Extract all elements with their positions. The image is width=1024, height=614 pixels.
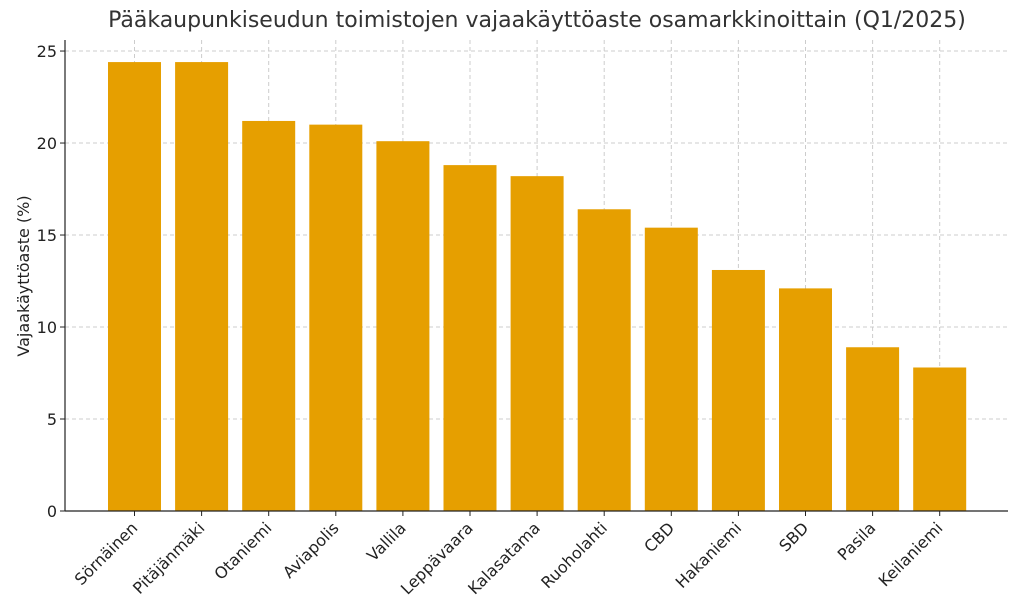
y-axis-label: Vajaakäyttöaste (%) [14, 195, 33, 356]
y-tick-label: 10 [37, 318, 57, 337]
x-tick-label: Kalasatama [464, 518, 544, 598]
bars [108, 62, 967, 511]
bar [376, 141, 430, 511]
x-tick-label: CBD [640, 518, 678, 556]
bar [175, 62, 229, 511]
bar [779, 288, 832, 511]
bar [242, 120, 296, 511]
chart-title: Pääkaupunkiseudun toimistojen vajaakäytt… [108, 8, 966, 33]
y-tick-label: 5 [47, 410, 57, 429]
bar [309, 124, 363, 511]
x-tick-label: Sörnäinen [71, 518, 142, 589]
bar [108, 62, 161, 511]
x-tick-label: Hakaniemi [672, 518, 746, 592]
x-tick-label: SBD [775, 518, 812, 555]
bar [913, 367, 967, 511]
x-tick-label: Otaniemi [210, 518, 275, 583]
bar [510, 176, 564, 511]
bar [443, 165, 497, 511]
y-tick-label: 25 [37, 42, 57, 61]
x-tick-label: Ruoholahti [537, 518, 611, 592]
x-tick-label: Vallila [363, 518, 410, 565]
y-tick-label: 15 [37, 226, 57, 245]
bar [644, 227, 698, 511]
x-tick-label: Aviapolis [279, 518, 343, 582]
bar [846, 347, 900, 511]
y-tick-label: 20 [37, 134, 57, 153]
y-tick-label: 0 [47, 502, 57, 521]
bar [577, 209, 631, 511]
bar [711, 269, 765, 511]
y-tick-labels: 0 5 10 15 20 25 [37, 42, 57, 521]
axes [60, 40, 1008, 516]
x-tick-label: Pasila [834, 518, 880, 564]
x-tick-label: Pitäjänmäki [129, 518, 208, 597]
x-tick-label: Keilaniemi [875, 518, 947, 590]
